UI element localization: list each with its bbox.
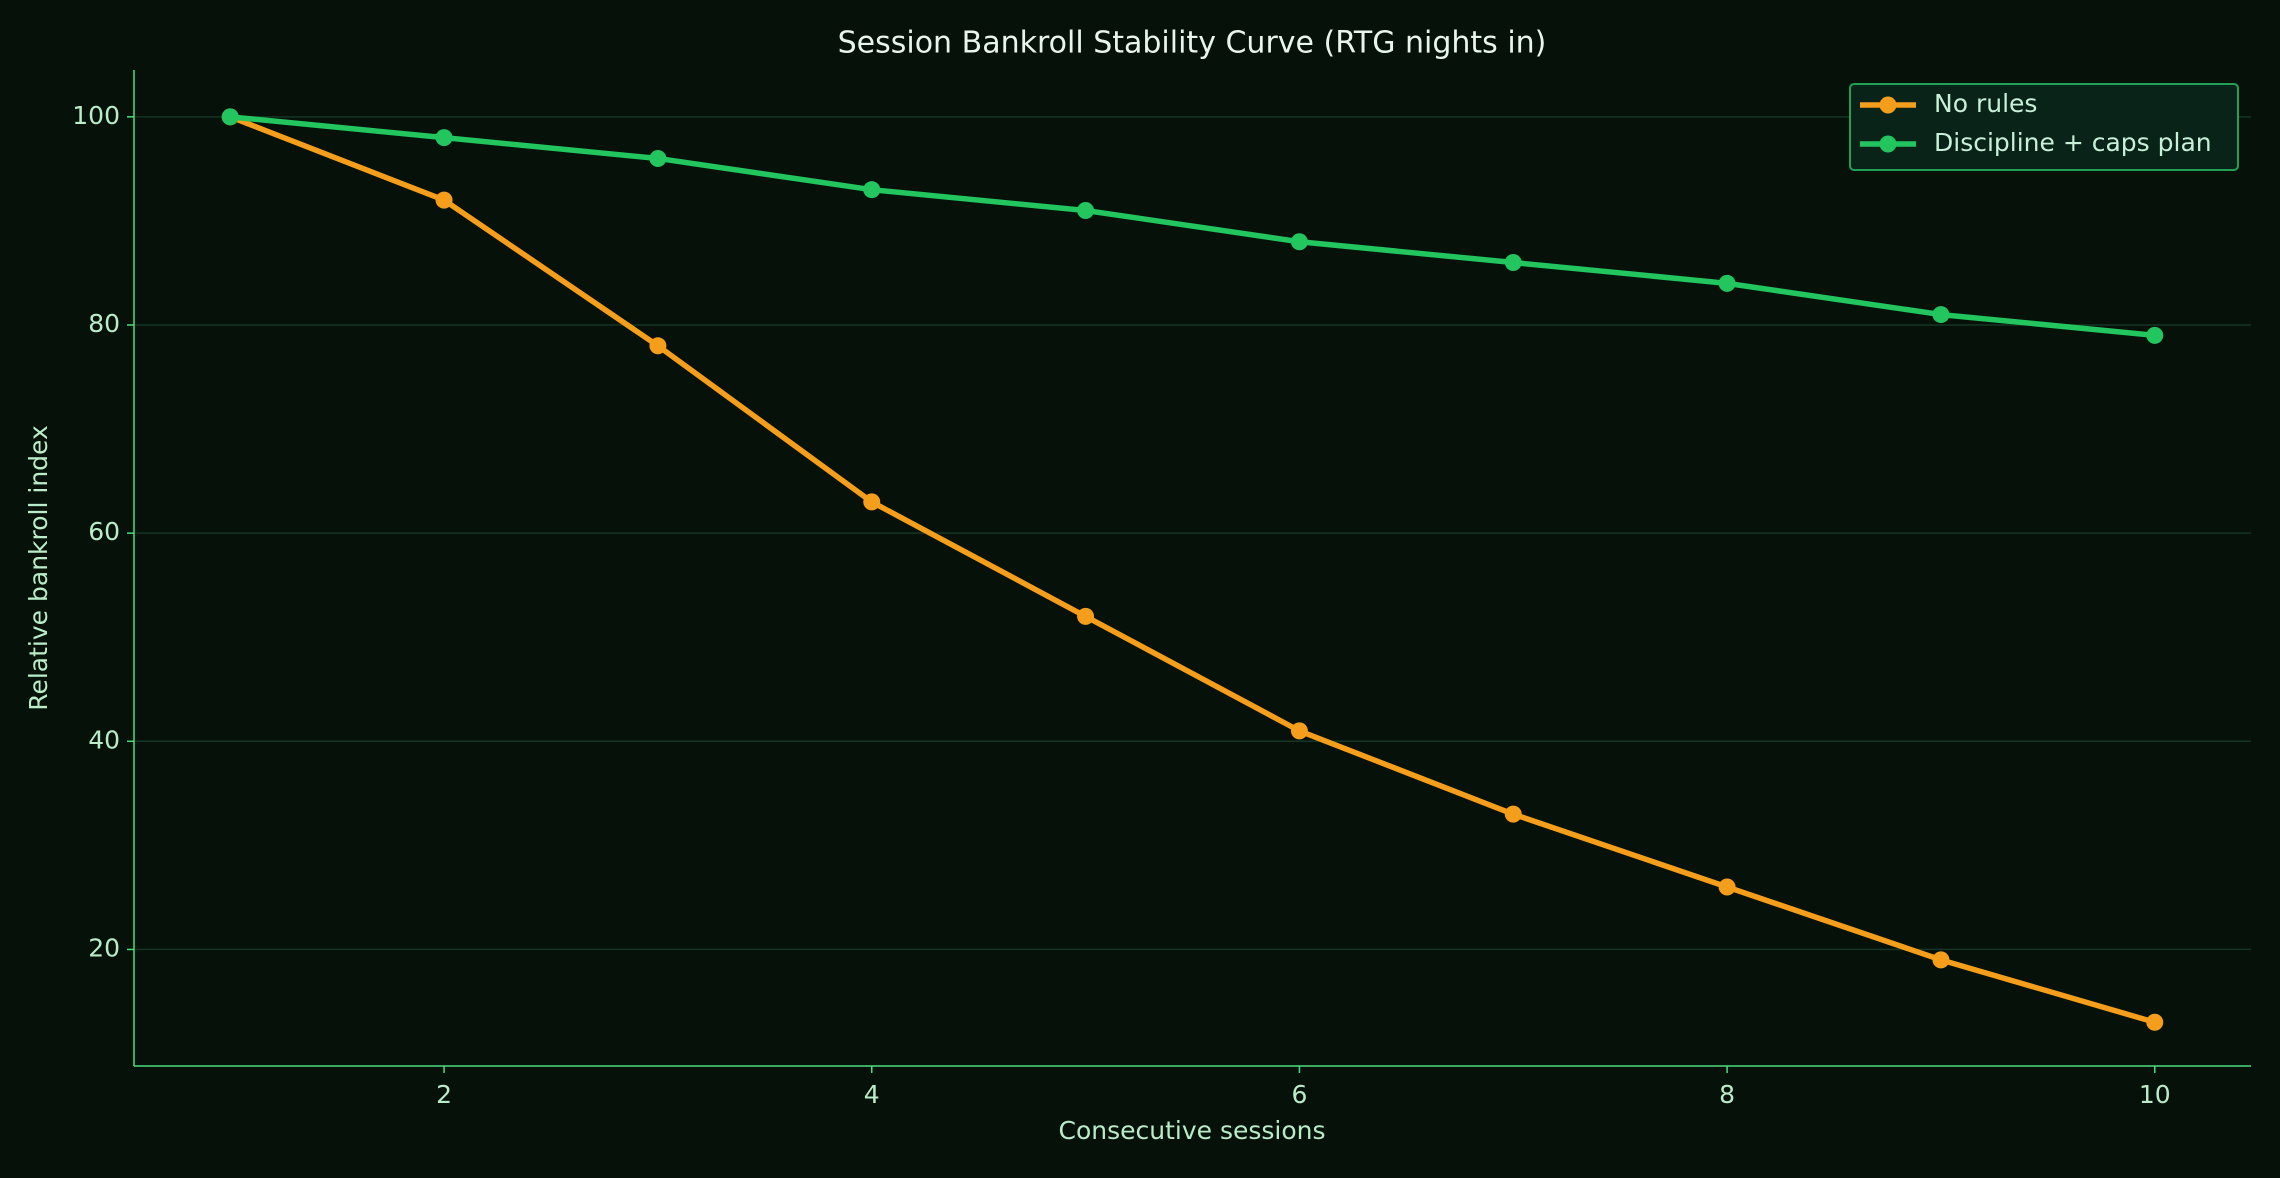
point	[2146, 1013, 2164, 1031]
y-tick-label: 100	[72, 101, 120, 130]
series-line	[229, 114, 2156, 1025]
legend-label: No rules	[1934, 89, 2037, 118]
point	[649, 337, 667, 355]
x-axis-label: Consecutive sessions	[1058, 1116, 1325, 1145]
point	[1932, 306, 1950, 324]
legend: No rules Discipline + caps plan	[1849, 83, 2239, 171]
series-line	[229, 114, 2156, 339]
x-tick-label: 10	[2139, 1080, 2171, 1109]
y-axis-label: Relative bankroll index	[24, 425, 53, 711]
legend-marker	[1879, 135, 1897, 153]
point	[863, 493, 881, 511]
point	[2146, 326, 2164, 344]
x-tick-label: 6	[1291, 1080, 1307, 1109]
y-tick-label: 60	[88, 517, 120, 546]
x-tick-label: 8	[1719, 1080, 1735, 1109]
point	[863, 181, 881, 199]
point	[1504, 254, 1522, 272]
point	[221, 108, 239, 126]
legend-label: Discipline + caps plan	[1934, 128, 2212, 157]
point	[649, 149, 667, 167]
point	[1077, 202, 1095, 220]
chart-title: Session Bankroll Stability Curve (RTG ni…	[838, 26, 1547, 61]
point	[1077, 607, 1095, 625]
x-tick-label: 4	[864, 1080, 880, 1109]
y-tick-label: 40	[88, 725, 120, 754]
point	[435, 129, 453, 147]
point	[1932, 951, 1950, 969]
point	[1718, 878, 1736, 896]
legend-marker	[1879, 96, 1897, 114]
y-tick-label: 20	[88, 933, 120, 962]
point	[1290, 722, 1308, 740]
y-tick-label: 80	[88, 309, 120, 338]
point	[1290, 233, 1308, 251]
point	[1504, 805, 1522, 823]
x-tick-label: 2	[436, 1080, 452, 1109]
point	[1718, 274, 1736, 292]
point	[435, 191, 453, 209]
legend-box	[1849, 83, 2239, 171]
